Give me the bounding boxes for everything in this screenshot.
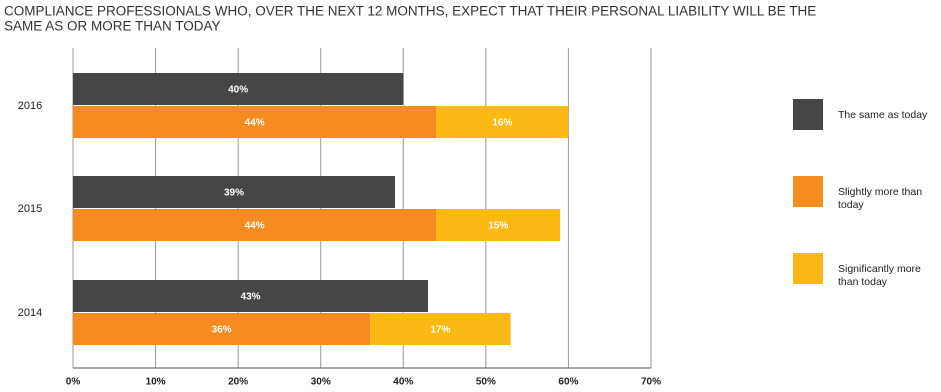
legend-swatch [793, 253, 823, 284]
bar [73, 209, 437, 241]
legend-swatch [793, 99, 823, 130]
bar [436, 106, 569, 138]
legend-swatch [793, 176, 823, 207]
y-tick-label: 2014 [18, 307, 42, 319]
bar [370, 313, 511, 345]
y-tick-label: 2016 [18, 100, 42, 112]
data-label: 17% [430, 325, 450, 336]
legend-label: Slightly more than today [838, 186, 923, 211]
data-label: 43% [241, 292, 261, 303]
data-label: 44% [245, 221, 265, 232]
data-label: 39% [224, 188, 244, 199]
bar [73, 280, 429, 312]
bar [73, 73, 404, 105]
x-tick-label: 40% [393, 377, 413, 388]
legend-label: The same as today [838, 109, 928, 121]
data-label: 36% [212, 325, 232, 336]
x-tick-label: 50% [476, 377, 496, 388]
data-label: 15% [488, 221, 508, 232]
chart-title: SAME AS OR MORE THAN TODAY [4, 19, 221, 34]
x-tick-label: 10% [146, 377, 166, 388]
data-label: 40% [228, 85, 248, 96]
data-label: 44% [245, 118, 265, 129]
x-tick-label: 70% [641, 377, 661, 388]
legend-label: Significantly more than today [838, 263, 921, 288]
bar [436, 209, 561, 241]
chart-title: COMPLIANCE PROFESSIONALS WHO, OVER THE N… [4, 4, 816, 19]
x-tick-label: 60% [558, 377, 578, 388]
bar [73, 313, 371, 345]
x-tick-label: 0% [66, 377, 81, 388]
bar [73, 176, 396, 208]
x-tick-label: 30% [311, 377, 331, 388]
data-label: 16% [492, 118, 512, 129]
y-tick-label: 2015 [18, 203, 42, 215]
bar [73, 106, 437, 138]
x-tick-label: 20% [228, 377, 248, 388]
